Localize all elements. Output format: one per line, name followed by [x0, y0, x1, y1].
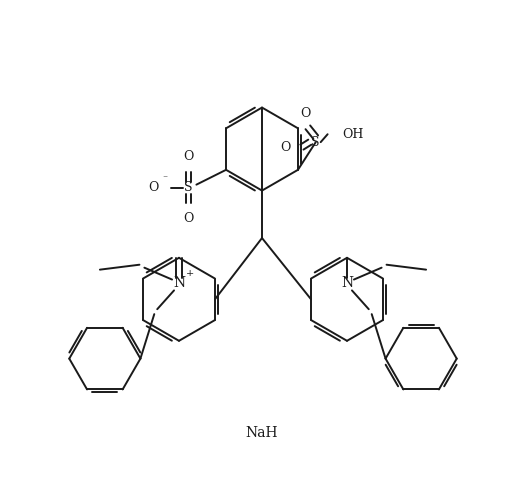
Text: NaH: NaH	[246, 426, 278, 440]
Text: O: O	[301, 107, 311, 120]
Text: +: +	[186, 269, 194, 278]
Text: ⁻: ⁻	[162, 174, 167, 183]
Text: O: O	[280, 141, 290, 154]
Text: N: N	[173, 276, 185, 289]
Text: OH: OH	[342, 128, 364, 141]
Text: O: O	[183, 212, 194, 225]
Text: S: S	[184, 181, 193, 194]
Text: S: S	[311, 136, 320, 149]
Text: O: O	[183, 150, 194, 164]
Text: O: O	[149, 181, 159, 194]
Text: N: N	[341, 276, 353, 289]
